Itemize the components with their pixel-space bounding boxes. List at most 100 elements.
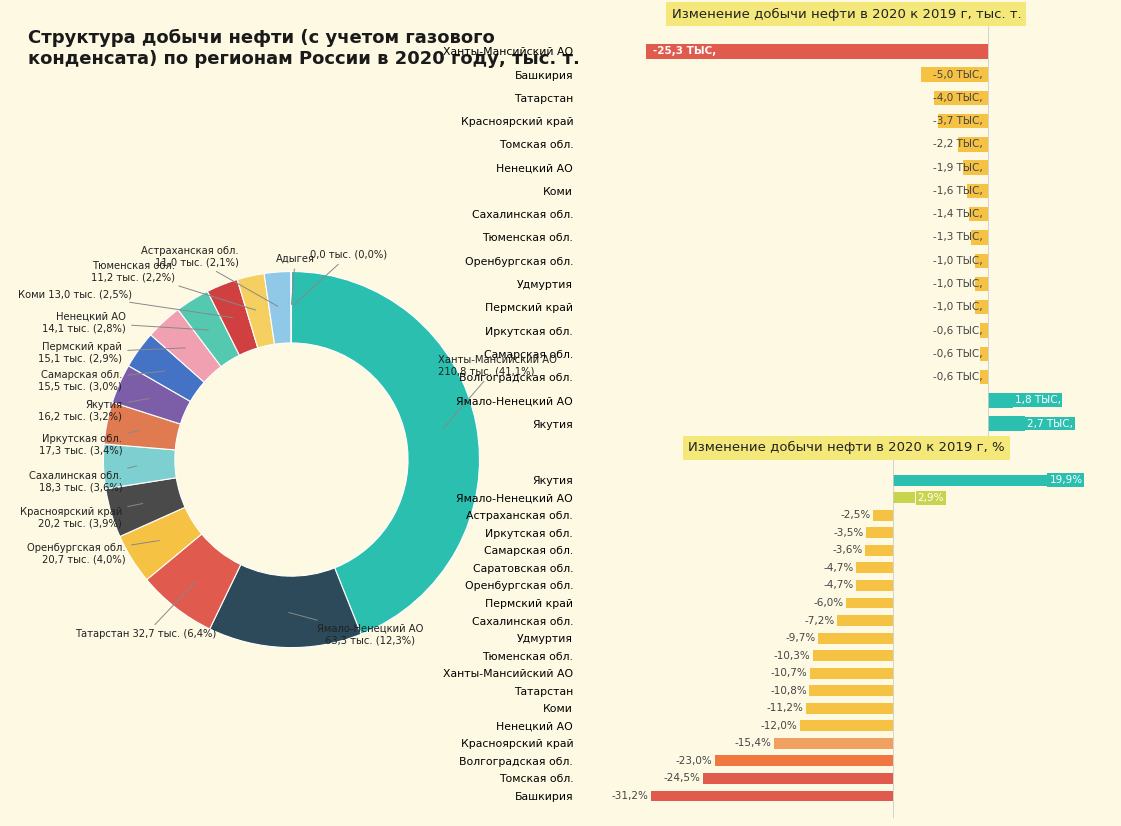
Text: Оренбургская обл.
20,7 тыс. (4,0%): Оренбургская обл. 20,7 тыс. (4,0%)	[27, 540, 159, 564]
Text: -1,0 ТЫС,: -1,0 ТЫС,	[933, 279, 983, 289]
Text: Красноярский край
20,2 тыс. (3,9%): Красноярский край 20,2 тыс. (3,9%)	[20, 504, 142, 529]
Text: Тюменская обл.
11,2 тыс. (2,2%): Тюменская обл. 11,2 тыс. (2,2%)	[91, 261, 256, 310]
Text: 19,9%: 19,9%	[1049, 475, 1083, 485]
Text: 0,0 тыс. (0,0%): 0,0 тыс. (0,0%)	[294, 249, 388, 306]
Text: -9,7%: -9,7%	[785, 633, 815, 643]
Bar	[938, 114, 989, 128]
Text: Коми 13,0 тыс. (2,5%): Коми 13,0 тыс. (2,5%)	[18, 289, 232, 317]
Bar	[837, 615, 892, 626]
Text: -10,8%: -10,8%	[770, 686, 807, 695]
Text: Ненецкий АО
14,1 тыс. (2,8%): Ненецкий АО 14,1 тыс. (2,8%)	[43, 311, 209, 333]
Text: Структура добычи нефти (с учетом газового
конденсата) по регионам России в 2020 : Структура добычи нефти (с учетом газовог…	[28, 29, 580, 68]
Text: -1,9 ТЫС,: -1,9 ТЫС,	[933, 163, 983, 173]
Bar	[971, 230, 989, 244]
Bar	[974, 277, 989, 292]
Bar	[892, 492, 916, 503]
Bar	[989, 416, 1025, 431]
Bar	[865, 545, 892, 556]
Text: Иркутская обл.
17,3 тыс. (3,4%): Иркутская обл. 17,3 тыс. (3,4%)	[38, 430, 139, 455]
Text: -1,3 ТЫС,: -1,3 ТЫС,	[933, 232, 983, 243]
Text: -0,6 ТЫС,: -0,6 ТЫС,	[933, 325, 983, 335]
Bar	[817, 633, 892, 643]
Wedge shape	[104, 402, 180, 450]
Text: -1,6 ТЫС,: -1,6 ТЫС,	[933, 186, 983, 196]
Wedge shape	[210, 564, 361, 648]
Bar	[773, 738, 892, 749]
Text: Ямало-Ненецкий АО
63,3 тыс. (12,3%): Ямало-Ненецкий АО 63,3 тыс. (12,3%)	[289, 613, 424, 645]
Wedge shape	[178, 292, 240, 367]
Text: -10,3%: -10,3%	[773, 651, 810, 661]
Wedge shape	[112, 366, 191, 424]
Bar	[813, 650, 892, 661]
Text: Татарстан 32,7 тыс. (6,4%): Татарстан 32,7 тыс. (6,4%)	[75, 582, 216, 639]
Wedge shape	[147, 534, 241, 629]
Bar	[846, 597, 892, 609]
Bar	[970, 207, 989, 221]
Text: -6,0%: -6,0%	[814, 598, 844, 608]
Text: -3,7 ТЫС,: -3,7 ТЫС,	[933, 116, 983, 126]
Bar	[989, 393, 1012, 407]
Bar	[809, 686, 892, 696]
Text: Сахалинская обл.
18,3 тыс. (3,6%): Сахалинская обл. 18,3 тыс. (3,6%)	[29, 466, 137, 493]
Bar	[980, 370, 989, 384]
Bar	[892, 475, 1047, 486]
Bar	[651, 790, 892, 801]
Text: -0,6 ТЫС,: -0,6 ТЫС,	[933, 349, 983, 358]
Text: -12,0%: -12,0%	[761, 721, 797, 731]
Bar	[647, 44, 989, 59]
Bar	[980, 347, 989, 361]
Text: -3,6%: -3,6%	[833, 545, 863, 555]
Text: -3,5%: -3,5%	[833, 528, 863, 538]
Text: -4,7%: -4,7%	[824, 563, 854, 573]
Text: 2,9%: 2,9%	[918, 493, 944, 503]
Title: Изменение добычи нефти в 2020 к 2019 г, %: Изменение добычи нефти в 2020 к 2019 г, …	[688, 441, 1004, 454]
Bar	[958, 137, 989, 152]
Bar	[873, 510, 892, 520]
Text: -2,5%: -2,5%	[841, 510, 871, 520]
Text: -31,2%: -31,2%	[612, 791, 649, 801]
Bar	[703, 773, 892, 784]
Text: -5,0 ТЫС,: -5,0 ТЫС,	[933, 69, 983, 79]
Text: -4,7%: -4,7%	[824, 581, 854, 591]
Text: -7,2%: -7,2%	[805, 615, 835, 625]
Text: Ханты-Мансийский АО
210,8 тыс. (41,1%): Ханты-Мансийский АО 210,8 тыс. (41,1%)	[438, 354, 557, 429]
Text: Пермский край
15,1 тыс. (2,9%): Пермский край 15,1 тыс. (2,9%)	[38, 342, 185, 363]
Text: -1,0 ТЫС,: -1,0 ТЫС,	[933, 256, 983, 266]
Text: 2,7 ТЫС,: 2,7 ТЫС,	[1027, 419, 1073, 429]
Bar	[980, 323, 989, 338]
Bar	[800, 720, 892, 731]
Wedge shape	[129, 335, 204, 401]
Text: -11,2%: -11,2%	[767, 703, 804, 714]
Wedge shape	[291, 272, 480, 634]
Wedge shape	[265, 272, 291, 344]
Bar	[856, 563, 892, 573]
Wedge shape	[150, 310, 221, 382]
Bar	[974, 254, 989, 268]
Text: -0,6 ТЫС,: -0,6 ТЫС,	[933, 372, 983, 382]
Text: Якутия
16,2 тыс. (3,2%): Якутия 16,2 тыс. (3,2%)	[38, 398, 149, 421]
Text: Астраханская обл.
11,0 тыс. (2,1%): Астраханская обл. 11,0 тыс. (2,1%)	[141, 245, 278, 306]
Bar	[856, 580, 892, 591]
Wedge shape	[238, 273, 275, 348]
Text: -25,3 ТЫС,: -25,3 ТЫС,	[654, 46, 716, 56]
Bar	[806, 703, 892, 714]
Text: -24,5%: -24,5%	[664, 773, 701, 783]
Wedge shape	[103, 444, 176, 489]
Text: Адыгея: Адыгея	[276, 254, 315, 305]
Text: -15,4%: -15,4%	[734, 738, 771, 748]
Bar	[865, 527, 892, 539]
Bar	[715, 756, 892, 767]
Bar	[810, 667, 892, 679]
Text: -23,0%: -23,0%	[676, 756, 712, 766]
Text: -4,0 ТЫС,: -4,0 ТЫС,	[933, 93, 983, 103]
Title: Изменение добычи нефти в 2020 к 2019 г, тыс. т.: Изменение добычи нефти в 2020 к 2019 г, …	[671, 7, 1021, 21]
Bar	[966, 183, 989, 198]
Text: Самарская обл.
15,5 тыс. (3,0%): Самарская обл. 15,5 тыс. (3,0%)	[38, 370, 165, 392]
Bar	[963, 160, 989, 175]
Text: -1,4 ТЫС,: -1,4 ТЫС,	[933, 209, 983, 219]
Text: 1,8 ТЫС,: 1,8 ТЫС,	[1015, 396, 1060, 406]
Wedge shape	[120, 507, 202, 580]
Text: -2,2 ТЫС,: -2,2 ТЫС,	[933, 140, 983, 150]
Text: -1,0 ТЫС,: -1,0 ТЫС,	[933, 302, 983, 312]
Bar	[934, 91, 989, 105]
